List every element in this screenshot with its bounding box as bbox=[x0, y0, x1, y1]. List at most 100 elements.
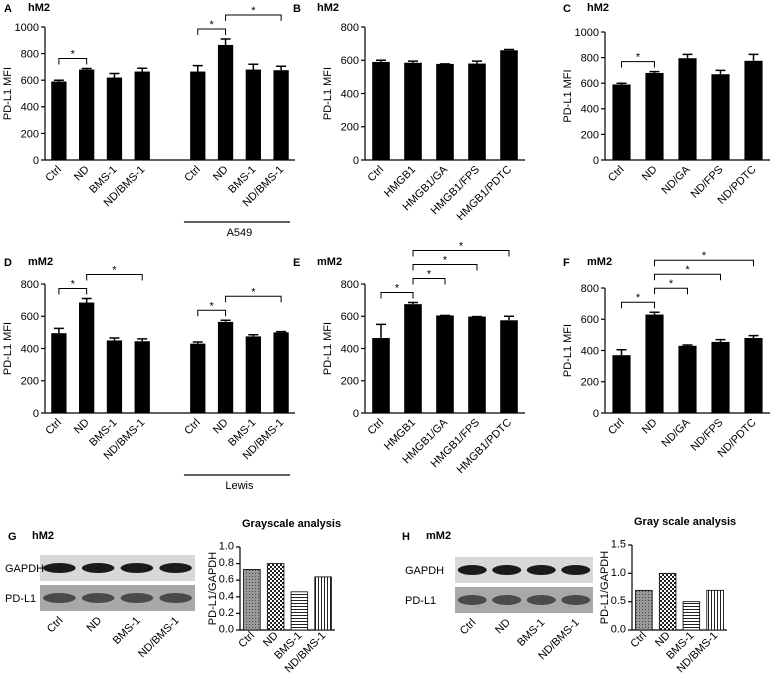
significance-label: * bbox=[685, 264, 690, 276]
bar bbox=[711, 341, 730, 413]
x-tick-label: Ctrl bbox=[366, 164, 387, 185]
significance-bracket bbox=[621, 61, 655, 68]
y-tick-label: 1000 bbox=[15, 22, 39, 34]
bar bbox=[134, 341, 150, 413]
y-tick-label: 200 bbox=[341, 376, 359, 388]
blot-lane-label: BMS-1 bbox=[111, 615, 143, 647]
bar bbox=[658, 572, 677, 631]
x-tick-label: ND bbox=[72, 164, 92, 184]
y-tick-label: 0.8 bbox=[219, 557, 234, 569]
x-tick-label: Ctrl bbox=[606, 164, 627, 185]
significance-label: * bbox=[71, 279, 76, 291]
bar bbox=[436, 63, 454, 160]
bar bbox=[468, 316, 486, 413]
y-tick-label: 400 bbox=[21, 102, 39, 114]
significance-label: * bbox=[210, 300, 215, 312]
bar bbox=[190, 71, 206, 160]
bar bbox=[134, 71, 150, 160]
y-axis-label: PD-L1 MFI bbox=[2, 322, 14, 375]
panel-title: hM2 bbox=[32, 530, 54, 542]
error-bar bbox=[649, 70, 660, 73]
y-tick-label: 1.0 bbox=[219, 540, 234, 552]
bar bbox=[682, 601, 701, 631]
bar bbox=[273, 70, 289, 160]
bar bbox=[372, 61, 390, 160]
bar bbox=[106, 77, 123, 160]
blot-lane-label: Ctrl bbox=[45, 615, 66, 636]
x-tick-label: ND bbox=[72, 417, 92, 437]
significance-label: * bbox=[669, 278, 674, 290]
error-bar bbox=[682, 53, 693, 59]
bar bbox=[217, 44, 234, 160]
blot-band bbox=[120, 593, 154, 603]
significance-label: * bbox=[112, 265, 117, 277]
error-bar bbox=[504, 48, 514, 51]
error-bar bbox=[248, 334, 259, 337]
error-bar bbox=[248, 63, 259, 70]
y-tick-label: 800 bbox=[21, 279, 39, 291]
significance-bracket bbox=[412, 278, 446, 285]
x-tick-label: ND bbox=[211, 417, 231, 437]
bar bbox=[79, 302, 95, 413]
error-bar bbox=[376, 323, 386, 339]
significance-bracket bbox=[654, 287, 688, 295]
blot-band bbox=[457, 565, 487, 575]
bar bbox=[744, 60, 763, 160]
x-tick-label: Ctrl bbox=[182, 164, 203, 185]
y-tick-label: 200 bbox=[21, 376, 39, 388]
blot-band bbox=[457, 595, 487, 605]
blot-band bbox=[159, 593, 192, 603]
y-tick-label: 600 bbox=[21, 311, 39, 323]
blot-lane-label: Ctrl bbox=[458, 617, 479, 638]
blot-lane-label: BMS-1 bbox=[515, 617, 547, 649]
blot-band bbox=[43, 593, 76, 603]
significance-label: * bbox=[210, 19, 215, 31]
x-tick-label: Ctrl bbox=[43, 417, 64, 438]
y-tick-label: 400 bbox=[581, 104, 599, 116]
error-bar bbox=[109, 72, 120, 78]
panel-letter: A bbox=[4, 3, 12, 15]
y-tick-label: 600 bbox=[581, 78, 599, 90]
y-axis-label: PD-L1/GAPDH bbox=[207, 552, 219, 625]
y-tick-label: 0 bbox=[353, 408, 359, 420]
panel-title: mM2 bbox=[426, 530, 451, 542]
panel-letter: G bbox=[8, 531, 17, 543]
y-axis-label: PD-L1 MFI bbox=[562, 69, 574, 122]
bar bbox=[645, 72, 664, 160]
panel-title: mM2 bbox=[28, 256, 53, 268]
x-tick-label: ND bbox=[640, 164, 660, 184]
error-bar bbox=[81, 297, 92, 303]
bar bbox=[245, 69, 261, 160]
bar bbox=[190, 343, 206, 413]
y-tick-label: 0.6 bbox=[219, 574, 234, 586]
significance-label: * bbox=[636, 52, 641, 64]
y-tick-label: 0.0 bbox=[219, 623, 234, 635]
blot-row-label: GAPDH bbox=[5, 563, 44, 575]
bar bbox=[612, 84, 631, 160]
significance-label: * bbox=[636, 292, 641, 304]
error-bar bbox=[748, 53, 759, 61]
x-tick-label: Ctrl bbox=[236, 630, 257, 651]
bar bbox=[106, 340, 123, 413]
significance-label: * bbox=[427, 269, 432, 281]
chart-title: Gray scale analysis bbox=[634, 516, 736, 528]
y-tick-label: 1.0 bbox=[611, 567, 626, 579]
panel-letter: C bbox=[563, 3, 571, 15]
error-bar bbox=[220, 38, 231, 45]
x-tick-label: ND bbox=[640, 417, 660, 437]
y-tick-label: 0.4 bbox=[219, 590, 234, 602]
error-bar bbox=[53, 79, 64, 82]
blot-band bbox=[81, 563, 115, 573]
bar bbox=[612, 355, 631, 413]
y-tick-label: 200 bbox=[341, 122, 359, 134]
bar bbox=[51, 81, 67, 160]
bar bbox=[404, 304, 422, 413]
significance-bracket bbox=[58, 288, 88, 295]
significance-label: * bbox=[459, 241, 464, 253]
bar bbox=[372, 338, 390, 413]
x-tick-label: ND bbox=[653, 630, 673, 650]
error-bar bbox=[192, 64, 203, 72]
blot-band bbox=[492, 565, 522, 575]
significance-bracket bbox=[197, 309, 227, 317]
panel-title: mM2 bbox=[587, 256, 612, 268]
